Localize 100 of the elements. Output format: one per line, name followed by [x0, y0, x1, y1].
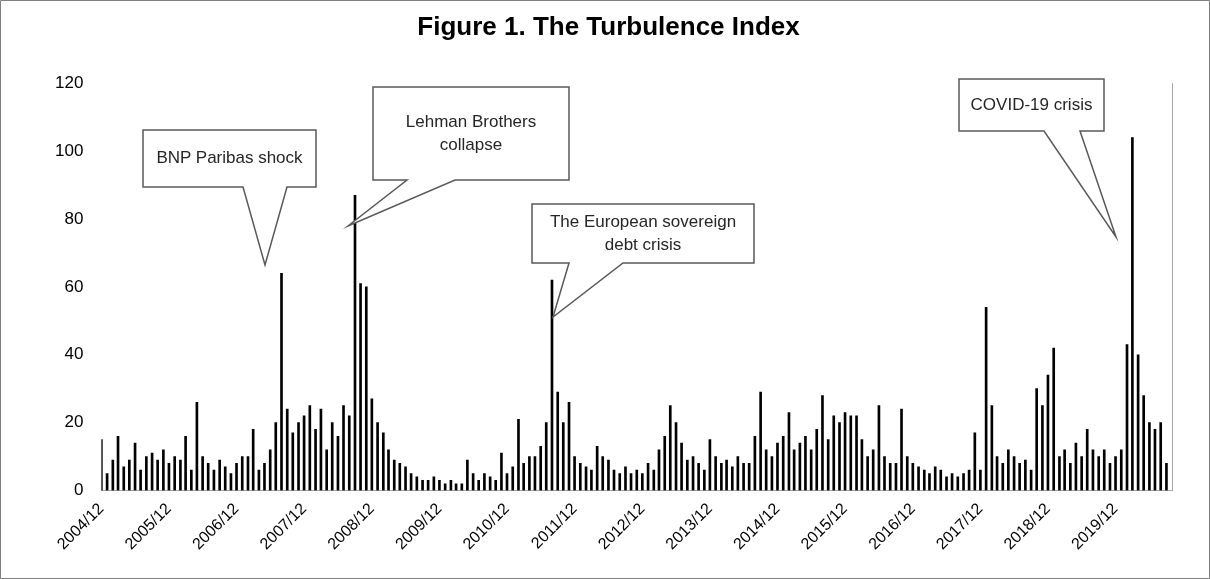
- bar: [781, 435, 785, 491]
- bar: [325, 449, 328, 491]
- bar: [764, 449, 768, 491]
- bar: [190, 469, 193, 491]
- bar: [883, 456, 886, 491]
- y-tick-label: 0: [73, 480, 84, 500]
- bar: [1114, 456, 1117, 491]
- bar: [347, 415, 351, 491]
- bar: [263, 463, 266, 491]
- annotation: BNP Paribas shock: [156, 148, 304, 168]
- bar: [544, 422, 548, 491]
- bar: [392, 459, 396, 491]
- bar: [1080, 456, 1083, 491]
- bar: [1097, 456, 1101, 491]
- bar: [251, 429, 255, 491]
- bar: [730, 466, 734, 491]
- bar: [742, 463, 745, 491]
- bar: [376, 422, 379, 491]
- bar: [539, 446, 543, 491]
- bar: [759, 391, 762, 491]
- annotation: Lehman Brothers collapse: [405, 111, 537, 154]
- bar: [697, 463, 700, 491]
- bar: [573, 456, 576, 491]
- bar: [297, 422, 300, 491]
- bar: [866, 456, 869, 491]
- bar: [821, 395, 824, 491]
- bar: [1085, 429, 1089, 491]
- bar: [1041, 405, 1044, 491]
- bar: [714, 456, 717, 491]
- bar: [590, 469, 593, 491]
- bar: [522, 463, 525, 491]
- bar: [1063, 449, 1066, 491]
- bar: [139, 469, 142, 491]
- bar: [206, 463, 210, 491]
- bar: [849, 415, 853, 491]
- bar: [1058, 456, 1061, 491]
- bar: [804, 435, 807, 491]
- bar: [528, 456, 531, 491]
- bar: [685, 459, 689, 491]
- bar: [917, 466, 920, 491]
- annotation: The European sovereign debt crisis: [549, 211, 737, 254]
- bar: [404, 466, 407, 491]
- bar: [184, 435, 187, 491]
- bar: [330, 422, 334, 491]
- bar: [179, 459, 182, 491]
- y-tick-label: 80: [64, 208, 84, 228]
- y-tick-label: 20: [64, 412, 84, 432]
- bar: [928, 473, 931, 491]
- bar: [945, 476, 948, 491]
- bar: [511, 466, 515, 491]
- bar: [438, 480, 441, 491]
- bar: [421, 480, 424, 491]
- bar: [776, 442, 779, 491]
- bar: [274, 422, 278, 491]
- chart-title: Figure 1. The Turbulence Index: [417, 10, 801, 41]
- y-tick-label: 100: [54, 140, 84, 160]
- bar: [1018, 463, 1021, 491]
- bar: [624, 466, 627, 491]
- bar: [173, 456, 177, 491]
- bar: [652, 469, 656, 491]
- bar: [145, 456, 148, 491]
- y-tick-label: 120: [54, 72, 84, 92]
- bar: [494, 480, 498, 491]
- bar: [933, 466, 937, 491]
- bar: [162, 449, 165, 491]
- bar: [1052, 347, 1056, 491]
- bar: [956, 476, 960, 491]
- bar: [578, 463, 582, 491]
- bar: [1165, 463, 1168, 491]
- bar: [939, 469, 943, 491]
- bar: [979, 469, 982, 491]
- bar: [342, 405, 345, 491]
- bar: [556, 391, 560, 491]
- bar: [466, 459, 469, 491]
- bar: [826, 439, 830, 491]
- bar: [635, 469, 639, 491]
- bar: [517, 418, 520, 491]
- bar: [900, 408, 903, 491]
- bar: [1148, 422, 1151, 491]
- bar: [561, 422, 565, 491]
- bar: [720, 463, 723, 491]
- bar: [359, 283, 362, 491]
- y-tick-label: 60: [64, 276, 84, 296]
- bar: [962, 473, 965, 491]
- bar: [477, 480, 480, 491]
- bar: [1142, 395, 1145, 491]
- bar: [1001, 463, 1005, 491]
- bar: [725, 459, 728, 491]
- bar: [387, 449, 390, 491]
- bar: [1069, 463, 1072, 491]
- bar: [1102, 449, 1106, 491]
- bar: [1159, 422, 1163, 491]
- bar: [1131, 137, 1134, 491]
- bar: [483, 473, 486, 491]
- bar: [871, 449, 875, 491]
- bar: [280, 272, 283, 491]
- bar: [601, 456, 605, 491]
- bar: [855, 415, 858, 491]
- bar: [460, 483, 464, 491]
- bar: [218, 459, 221, 491]
